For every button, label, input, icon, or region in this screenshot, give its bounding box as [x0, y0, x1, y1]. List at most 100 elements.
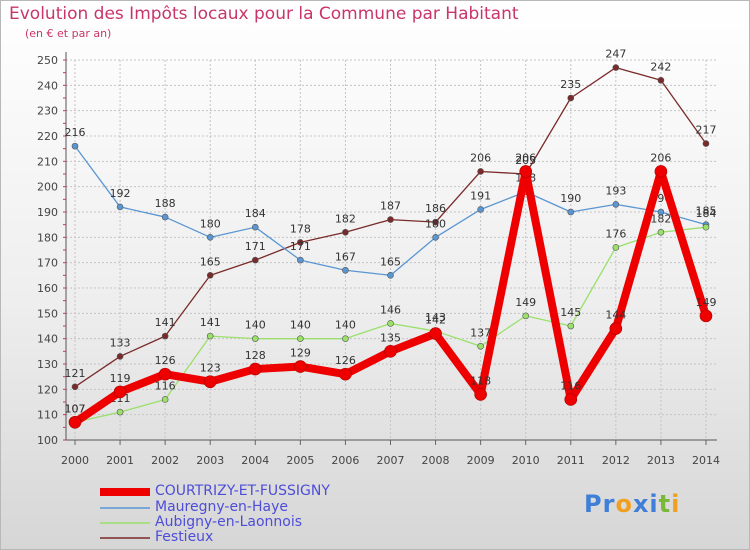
data-label: 206: [650, 151, 671, 164]
data-point: [251, 335, 259, 342]
y-tick-label: 140: [37, 333, 58, 346]
y-tick-label: 230: [37, 105, 58, 118]
data-label: 206: [470, 151, 491, 164]
logo-part: o: [615, 490, 633, 518]
data-point: [702, 223, 710, 231]
data-label: 119: [110, 372, 131, 385]
data-point: [342, 335, 349, 342]
chart-title: Evolution des Impôts locaux pour la Comm…: [9, 4, 519, 24]
data-point: [654, 165, 668, 178]
data-label: 192: [110, 187, 131, 200]
data-point: [71, 383, 79, 391]
logo-part: t: [658, 490, 672, 518]
data-label: 180: [200, 217, 221, 230]
data-point: [297, 239, 304, 246]
data-point: [384, 345, 397, 358]
data-point: [161, 213, 169, 221]
logo-part: Pr: [584, 490, 616, 518]
data-label: 184: [695, 207, 716, 220]
data-point: [297, 335, 304, 342]
y-tick-label: 130: [37, 358, 58, 371]
x-tick-label: 2000: [61, 454, 89, 467]
x-tick-label: 2010: [512, 454, 540, 467]
data-label: 171: [245, 240, 266, 253]
x-tick-label: 2001: [106, 454, 134, 467]
data-label: 143: [425, 311, 446, 324]
data-label: 217: [695, 124, 716, 137]
data-label: 180: [425, 217, 446, 230]
data-point: [567, 94, 575, 102]
data-point: [699, 309, 713, 323]
data-point: [71, 142, 79, 150]
y-tick-label: 110: [37, 409, 58, 422]
data-point: [567, 322, 575, 330]
data-point: [161, 396, 169, 403]
y-tick-label: 170: [37, 257, 58, 270]
data-label: 116: [560, 379, 581, 392]
x-tick-label: 2003: [196, 454, 224, 467]
x-tick-label: 2011: [557, 454, 585, 467]
data-label: 144: [605, 309, 626, 322]
data-label: 140: [335, 319, 356, 332]
data-label: 216: [65, 126, 86, 139]
data-point: [116, 353, 124, 360]
data-label: 171: [290, 240, 311, 253]
data-label: 235: [560, 78, 581, 91]
data-point: [474, 388, 487, 401]
data-label: 121: [65, 367, 86, 380]
data-label: 191: [470, 189, 491, 202]
data-point: [251, 223, 259, 231]
data-label: 126: [335, 354, 356, 367]
data-point: [116, 408, 124, 416]
data-label: 118: [470, 374, 491, 387]
data-point: [248, 362, 262, 376]
legend-label: Mauregny-en-Haye: [155, 499, 288, 515]
data-label: 149: [695, 296, 716, 309]
y-tick-label: 150: [37, 307, 58, 320]
logo-part: i: [671, 490, 681, 518]
legend-label: Festieux: [155, 529, 214, 545]
data-label: 187: [380, 200, 401, 213]
data-label: 137: [470, 326, 491, 339]
data-label: 167: [335, 250, 356, 263]
data-point: [429, 327, 442, 340]
data-label: 185: [695, 205, 716, 218]
data-point: [203, 375, 217, 389]
data-label: 193: [605, 184, 626, 197]
data-point: [657, 208, 665, 216]
data-point: [158, 367, 172, 381]
data-label: 165: [200, 255, 221, 268]
data-point: [657, 228, 665, 236]
data-label: 133: [110, 336, 131, 349]
data-label: 126: [155, 354, 176, 367]
data-point: [297, 256, 304, 264]
data-point: [564, 393, 578, 406]
data-point: [251, 256, 259, 264]
data-label: 107: [65, 402, 86, 415]
y-tick-label: 250: [37, 54, 58, 67]
data-point: [432, 234, 439, 241]
data-label: 142: [425, 314, 446, 327]
data-point: [116, 203, 124, 211]
data-point: [339, 367, 352, 381]
data-label: 107: [65, 402, 86, 415]
data-point: [657, 76, 665, 84]
x-tick-label: 2002: [151, 454, 179, 467]
x-tick-label: 2006: [331, 454, 359, 467]
x-tick-label: 2012: [602, 454, 630, 467]
y-tick-label: 210: [37, 155, 58, 168]
data-label: 141: [200, 316, 221, 329]
data-label: 135: [380, 331, 401, 344]
y-tick-label: 240: [37, 79, 58, 92]
data-point: [612, 244, 620, 251]
data-label: 116: [155, 379, 176, 392]
proxiti-logo: Proxiti: [584, 490, 680, 518]
data-label: 178: [290, 222, 311, 235]
data-point: [342, 266, 349, 274]
data-label: 247: [605, 48, 626, 61]
data-point: [477, 342, 484, 350]
data-label: 184: [245, 207, 266, 220]
data-label: 140: [290, 319, 311, 332]
data-label: 182: [650, 212, 671, 225]
